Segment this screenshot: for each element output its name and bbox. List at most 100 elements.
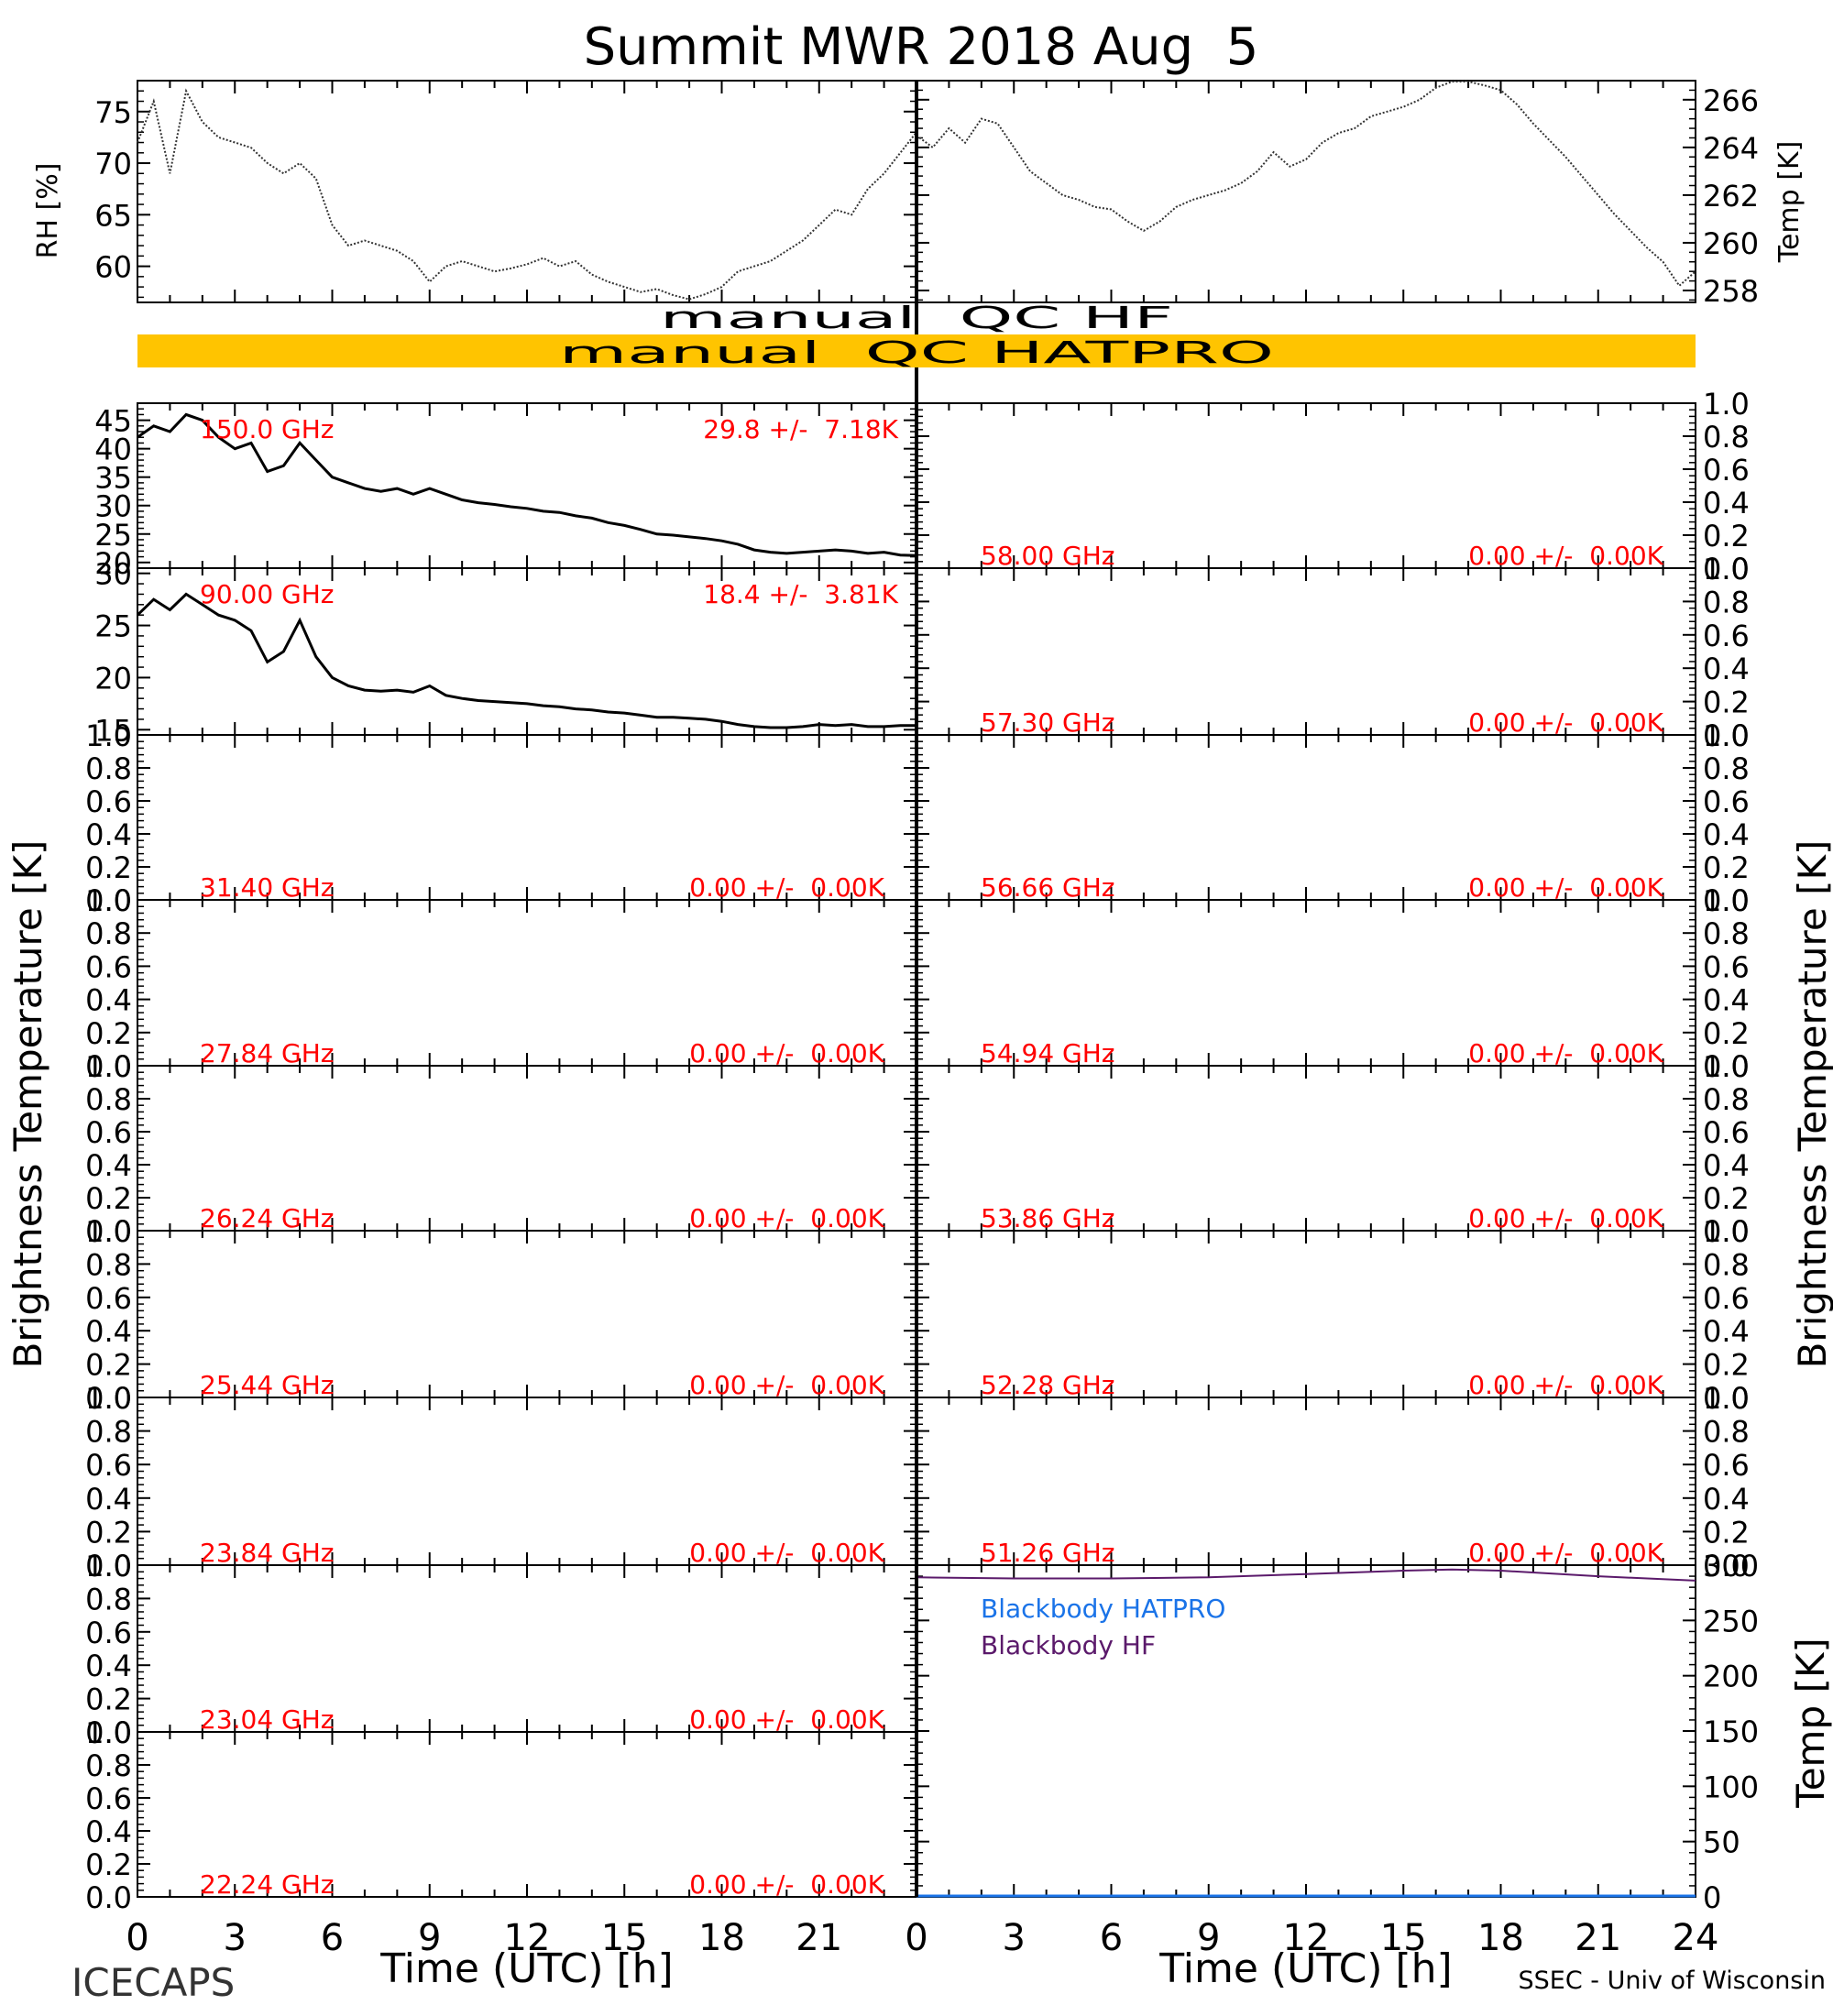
y-tick-label-ch58.00: 0.8: [1703, 420, 1750, 455]
y-tick-label-ch22.24: 0.0: [85, 1880, 132, 1915]
ylabel-temp-top: Temp [K]: [1773, 141, 1806, 264]
x-tick-label-right: 24: [1673, 1917, 1719, 1959]
figure-title: Summit MWR 2018 Aug 5: [584, 17, 1259, 77]
y-tick-label-ch52.28: 0.8: [1703, 1247, 1750, 1282]
series-line-ch150: [137, 412, 917, 557]
y-tick-label-ch56.66: 0.6: [1703, 784, 1750, 819]
y-tick-label-ch56.66: 0.4: [1703, 817, 1750, 852]
y-tick-label-ch31.40: 0.0: [85, 883, 132, 918]
y-tick-label-ch31.40: 0.8: [85, 751, 132, 786]
y-tick-label-ch23.04: 0.4: [85, 1649, 132, 1683]
y-tick-label-ch25.44: 0.8: [85, 1247, 132, 1282]
y-tick-label-ch22.24: 1.0: [85, 1715, 132, 1750]
freq-label-ch90: 90.00 GHz: [200, 579, 335, 609]
stats-label-ch22.24: 0.00 +/- 0.00K: [689, 1869, 884, 1900]
legend-blackbody-hf: Blackbody HF: [981, 1630, 1156, 1660]
ylabel-brightness-left: Brightness Temperature [K]: [5, 840, 50, 1369]
x-tick-label-right: 6: [1100, 1917, 1123, 1959]
y-tick-label-ch23.04: 0.6: [85, 1616, 132, 1650]
y-tick-label-ch53.86: 0.8: [1703, 1082, 1750, 1117]
y-tick-label-ch90: 25: [94, 609, 132, 644]
y-tick-label-ch52.28: 0.4: [1703, 1314, 1750, 1349]
stats-label-ch58.00: 0.00 +/- 0.00K: [1468, 541, 1663, 571]
y-tick-label-ch52.28: 0.6: [1703, 1281, 1750, 1316]
y-tick-label-ch150: 45: [94, 404, 132, 439]
y-tick-label-ch25.44: 0.4: [85, 1314, 132, 1349]
y-tick-label-ch25.44: 1.0: [85, 1214, 132, 1249]
y-tick-label-ch53.86: 1.0: [1703, 1049, 1750, 1084]
y-tick-label-blackbody: 200: [1703, 1660, 1759, 1694]
y-tick-label-blackbody: 0: [1703, 1880, 1721, 1915]
stats-label-ch51.26: 0.00 +/- 0.00K: [1468, 1538, 1663, 1568]
y-tick-label-ch150: 35: [94, 461, 132, 496]
freq-label-ch54.94: 54.94 GHz: [981, 1038, 1115, 1068]
x-tick-label-right: 21: [1575, 1917, 1621, 1959]
x-tick-label-left: 6: [321, 1917, 344, 1959]
x-tick-label-left: 12: [504, 1917, 551, 1959]
y-tick-label-ch31.40: 0.2: [85, 850, 132, 885]
y-tick-label-ch54.94: 0.2: [1703, 1016, 1750, 1051]
y-tick-label-ch23.84: 1.0: [85, 1381, 132, 1416]
y-tick-label-ch52.28: 0.0: [1703, 1381, 1750, 1416]
y-tick-label-ch56.66: 1.0: [1703, 718, 1750, 753]
y-tick-label-ch54.94: 0.4: [1703, 983, 1750, 1018]
qc-strip: manual QC HF manual QC HATPRO: [137, 300, 1696, 370]
y-tick-label-ch90: 20: [94, 661, 132, 696]
y-tick-label-ch26.24: 0.4: [85, 1148, 132, 1183]
y-tick-label-ch150: 40: [94, 433, 132, 467]
stats-label-ch23.84: 0.00 +/- 0.00K: [689, 1538, 884, 1568]
freq-label-ch22.24: 22.24 GHz: [200, 1869, 335, 1900]
freq-label-ch23.84: 23.84 GHz: [200, 1538, 335, 1568]
y-tick-label-ch90: 30: [94, 557, 132, 592]
stats-label-ch26.24: 0.00 +/- 0.00K: [689, 1203, 884, 1233]
y-tick-label-ch22.24: 0.2: [85, 1847, 132, 1882]
freq-label-ch56.66: 56.66 GHz: [981, 872, 1115, 903]
y-tick-label-ch23.84: 0.2: [85, 1515, 132, 1550]
y-tick-label-ch150: 30: [94, 489, 132, 524]
y-tick-label-ch54.94: 0.6: [1703, 949, 1750, 984]
y-tick-label-ch23.84: 0.0: [85, 1549, 132, 1583]
stats-label-ch56.66: 0.00 +/- 0.00K: [1468, 872, 1663, 903]
y-tick-label-ch23.04: 0.2: [85, 1682, 132, 1717]
x-tick-label-left: 0: [126, 1917, 148, 1959]
y-tick-label-rh: 75: [94, 95, 132, 130]
stats-label-ch54.94: 0.00 +/- 0.00K: [1468, 1038, 1663, 1068]
y-tick-label-blackbody: 300: [1703, 1549, 1759, 1583]
ylabel-rh: RH [%]: [32, 163, 64, 259]
stats-label-ch25.44: 0.00 +/- 0.00K: [689, 1370, 884, 1400]
y-tick-label-rh: 65: [94, 198, 132, 233]
y-tick-label-ch51.26: 1.0: [1703, 1381, 1750, 1416]
y-tick-label-ch31.40: 0.4: [85, 817, 132, 852]
y-tick-label-ch57.30: 0.0: [1703, 718, 1750, 753]
y-tick-label-ch27.84: 0.6: [85, 949, 132, 984]
x-tick-label-right: 9: [1197, 1917, 1220, 1959]
y-tick-label-ch57.30: 0.8: [1703, 585, 1750, 619]
y-tick-label-ch31.40: 0.6: [85, 784, 132, 819]
y-tick-label-ch22.24: 0.4: [85, 1814, 132, 1849]
freq-label-ch26.24: 26.24 GHz: [200, 1203, 335, 1233]
stats-label-ch31.40: 0.00 +/- 0.00K: [689, 872, 884, 903]
legend-blackbody-hatpro: Blackbody HATPRO: [981, 1594, 1225, 1624]
series-line-ch90: [136, 592, 916, 729]
x-tick-label-left: 3: [224, 1917, 247, 1959]
freq-label-ch52.28: 52.28 GHz: [981, 1370, 1115, 1400]
y-tick-label-ch58.00: 0.4: [1703, 486, 1750, 520]
y-tick-label-ch23.04: 1.0: [85, 1549, 132, 1583]
x-tick-label-right: 3: [1003, 1917, 1026, 1959]
y-tick-label-ch53.86: 0.0: [1703, 1214, 1750, 1249]
y-tick-label-ch25.44: 0.6: [85, 1281, 132, 1316]
y-tick-label-ch56.66: 0.2: [1703, 850, 1750, 885]
y-tick-label-rh: 60: [94, 250, 132, 285]
freq-label-ch150: 150.0 GHz: [200, 414, 335, 444]
y-tick-label-ch25.44: 0.2: [85, 1348, 132, 1383]
y-tick-label-ch27.84: 0.0: [85, 1049, 132, 1084]
freq-label-ch51.26: 51.26 GHz: [981, 1538, 1115, 1568]
y-tick-label-ch56.66: 0.8: [1703, 751, 1750, 786]
y-tick-label-blackbody: 250: [1703, 1604, 1759, 1638]
stats-label-ch23.04: 0.00 +/- 0.00K: [689, 1704, 884, 1735]
y-tick-label-ch150: 20: [94, 546, 132, 581]
freq-label-ch57.30: 57.30 GHz: [981, 707, 1115, 738]
freq-label-ch23.04: 23.04 GHz: [200, 1704, 335, 1735]
y-tick-label-ch52.28: 0.2: [1703, 1348, 1750, 1383]
